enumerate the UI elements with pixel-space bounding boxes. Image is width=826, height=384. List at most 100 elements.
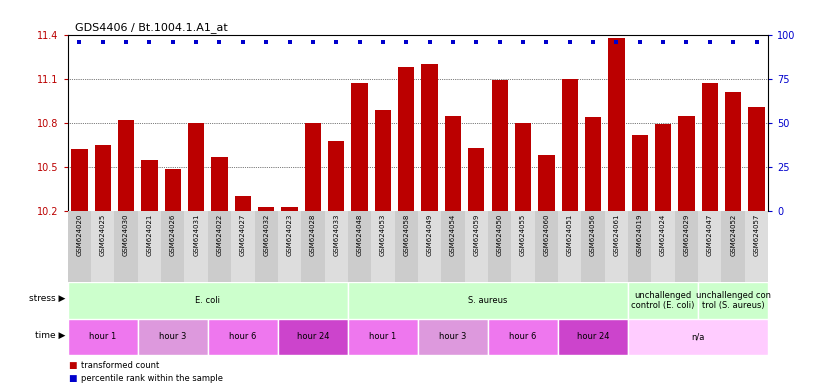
Text: transformed count: transformed count [81, 361, 159, 370]
Bar [558, 319, 628, 355]
Bar [725, 92, 741, 211]
Text: hour 24: hour 24 [577, 333, 610, 341]
Text: unchallenged con
trol (S. aureus): unchallenged con trol (S. aureus) [695, 291, 771, 310]
Text: hour 1: hour 1 [89, 333, 116, 341]
Bar [68, 319, 138, 355]
Bar [539, 155, 554, 211]
Text: hour 24: hour 24 [297, 333, 329, 341]
Bar [301, 211, 325, 282]
Text: GSM624024: GSM624024 [660, 214, 666, 256]
Bar [721, 211, 745, 282]
Bar [91, 211, 115, 282]
Bar [745, 211, 768, 282]
Bar [628, 319, 768, 355]
Bar [465, 211, 488, 282]
Text: GSM624023: GSM624023 [287, 214, 292, 256]
Bar [278, 319, 348, 355]
Bar [138, 211, 161, 282]
Text: GSM624056: GSM624056 [590, 214, 596, 256]
Bar [562, 79, 578, 211]
Bar [678, 116, 695, 211]
Text: hour 1: hour 1 [369, 333, 396, 341]
Bar [585, 117, 601, 211]
Text: GSM624048: GSM624048 [357, 214, 363, 256]
Text: n/a: n/a [691, 333, 705, 341]
Text: GDS4406 / Bt.1004.1.A1_at: GDS4406 / Bt.1004.1.A1_at [74, 22, 227, 33]
Bar [605, 211, 628, 282]
Text: ■: ■ [68, 361, 76, 370]
Text: GSM624028: GSM624028 [310, 214, 316, 256]
Text: GSM624026: GSM624026 [170, 214, 176, 256]
Text: hour 6: hour 6 [229, 333, 257, 341]
Bar [675, 211, 698, 282]
Bar [632, 135, 648, 211]
Bar [511, 211, 534, 282]
Text: hour 6: hour 6 [510, 333, 537, 341]
Bar [398, 67, 415, 211]
Text: GSM624022: GSM624022 [216, 214, 222, 256]
Text: GSM624061: GSM624061 [614, 214, 620, 256]
Bar [558, 211, 582, 282]
Bar [515, 123, 531, 211]
Text: GSM624031: GSM624031 [193, 214, 199, 256]
Bar [348, 282, 628, 319]
Text: GSM624052: GSM624052 [730, 214, 736, 256]
Bar [184, 211, 208, 282]
Bar [208, 211, 231, 282]
Text: ■: ■ [68, 374, 76, 383]
Bar [655, 124, 672, 211]
Bar [188, 123, 204, 211]
Bar [71, 149, 88, 211]
Text: GSM624032: GSM624032 [263, 214, 269, 256]
Bar [652, 211, 675, 282]
Text: GSM624033: GSM624033 [333, 214, 339, 256]
Text: GSM624054: GSM624054 [450, 214, 456, 256]
Bar [441, 211, 465, 282]
Text: GSM624020: GSM624020 [77, 214, 83, 256]
Bar [138, 319, 208, 355]
Text: time ▶: time ▶ [35, 331, 65, 339]
Text: percentile rank within the sample: percentile rank within the sample [81, 374, 223, 383]
Bar [164, 169, 181, 211]
Bar [468, 148, 485, 211]
Bar [534, 211, 558, 282]
Bar [278, 211, 301, 282]
Bar [491, 80, 508, 211]
Text: GSM624060: GSM624060 [544, 214, 549, 256]
Text: GSM624050: GSM624050 [496, 214, 503, 256]
Bar [488, 319, 558, 355]
Bar [582, 211, 605, 282]
Bar [698, 211, 721, 282]
Bar [118, 120, 135, 211]
Bar [231, 211, 254, 282]
Bar [628, 282, 698, 319]
Text: GSM624027: GSM624027 [240, 214, 246, 256]
Text: GSM624058: GSM624058 [403, 214, 409, 256]
Bar [418, 319, 488, 355]
Bar [628, 211, 652, 282]
Bar [351, 83, 368, 211]
Bar [141, 160, 158, 211]
Bar [348, 319, 418, 355]
Text: GSM624029: GSM624029 [683, 214, 690, 256]
Text: E. coli: E. coli [195, 296, 221, 305]
Text: GSM624030: GSM624030 [123, 214, 129, 256]
Text: GSM624057: GSM624057 [753, 214, 759, 256]
Text: unchallenged
control (E. coli): unchallenged control (E. coli) [631, 291, 695, 310]
Bar [282, 207, 297, 211]
Text: GSM624019: GSM624019 [637, 214, 643, 256]
Bar [68, 211, 91, 282]
Text: GSM624059: GSM624059 [473, 214, 479, 256]
Text: hour 3: hour 3 [159, 333, 187, 341]
Bar [95, 145, 111, 211]
Bar [698, 282, 768, 319]
Text: GSM624051: GSM624051 [567, 214, 572, 256]
Bar [375, 109, 391, 211]
Bar [208, 319, 278, 355]
Text: hour 3: hour 3 [439, 333, 467, 341]
Bar [68, 282, 348, 319]
Text: GSM624021: GSM624021 [146, 214, 153, 256]
Bar [211, 157, 228, 211]
Bar [115, 211, 138, 282]
Text: GSM624049: GSM624049 [427, 214, 433, 256]
